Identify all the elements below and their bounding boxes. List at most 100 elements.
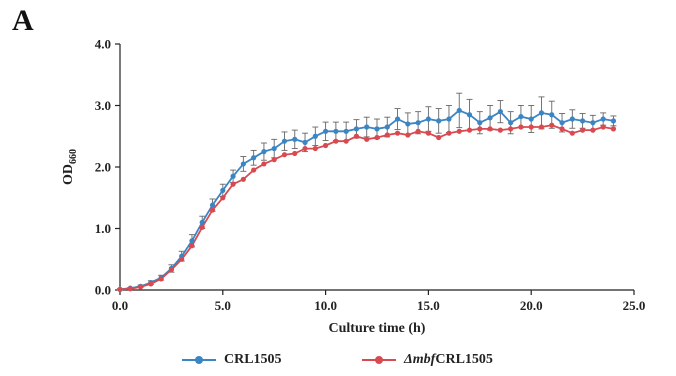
data-point-series-1 xyxy=(425,116,431,122)
data-point-series-1 xyxy=(590,120,596,126)
x-tick-label: 25.0 xyxy=(623,298,646,313)
data-point-series-2 xyxy=(518,124,524,130)
data-point-series-2 xyxy=(569,130,575,136)
data-point-series-2 xyxy=(456,128,462,134)
error-bars xyxy=(117,92,617,291)
data-point-series-2 xyxy=(436,134,442,141)
data-point-series-1 xyxy=(240,161,246,167)
data-point-series-1 xyxy=(487,115,493,121)
data-point-series-2 xyxy=(374,134,380,141)
legend-swatch-red xyxy=(362,354,396,366)
data-point-series-2 xyxy=(528,124,534,130)
data-point-series-1 xyxy=(292,136,298,142)
data-point-series-1 xyxy=(446,116,452,122)
data-point-series-2 xyxy=(559,126,565,132)
x-tick-label: 0.0 xyxy=(112,298,128,313)
data-point-series-2 xyxy=(538,124,545,130)
data-point-series-1 xyxy=(518,113,524,120)
data-point-series-2 xyxy=(508,126,514,132)
data-point-series-1 xyxy=(323,128,329,134)
data-point-series-2 xyxy=(610,126,617,132)
data-point-series-1 xyxy=(364,124,370,130)
axis-labels: OD660 Culture time (h) xyxy=(61,149,426,336)
data-point-series-2 xyxy=(580,127,586,133)
legend-swatch-blue xyxy=(182,354,216,366)
data-point-series-1 xyxy=(405,121,411,127)
data-point-series-1 xyxy=(477,120,483,126)
data-point-series-2 xyxy=(220,195,226,201)
data-point-series-1 xyxy=(261,149,267,155)
data-point-series-2 xyxy=(292,150,298,157)
legend-item-mutant: ΔmbfCRL1505 xyxy=(362,352,493,368)
data-point-series-2 xyxy=(384,132,390,138)
data-point-series-1 xyxy=(384,124,390,130)
data-point-series-2 xyxy=(487,126,493,132)
x-tick-label: 15.0 xyxy=(417,298,440,313)
data-point-series-1 xyxy=(333,128,339,134)
y-tick-label: 4.0 xyxy=(95,37,111,52)
data-point-series-2 xyxy=(261,161,267,167)
series-line-2 xyxy=(119,124,614,291)
data-point-series-1 xyxy=(353,126,360,132)
data-point-series-2 xyxy=(466,127,473,133)
data-point-series-1 xyxy=(189,238,195,244)
data-point-series-1 xyxy=(281,138,288,144)
y-tick-label: 2.0 xyxy=(95,160,111,175)
data-point-series-2 xyxy=(179,256,185,262)
data-point-series-1 xyxy=(436,118,442,124)
data-point-series-1 xyxy=(302,139,308,145)
data-point-series-2 xyxy=(415,128,421,134)
data-point-series-2 xyxy=(230,181,236,187)
data-point-series-2 xyxy=(251,167,257,173)
legend-item-crl1505: CRL1505 xyxy=(182,352,282,368)
data-point-series-1 xyxy=(466,112,473,118)
data-point-series-2 xyxy=(199,224,205,230)
data-point-series-1 xyxy=(549,112,555,118)
data-point-series-2 xyxy=(209,207,216,213)
legend-label-mutant: ΔmbfCRL1505 xyxy=(404,352,493,367)
data-point-series-2 xyxy=(497,127,503,133)
data-point-series-1 xyxy=(610,118,617,124)
data-point-series-2 xyxy=(168,267,174,273)
data-point-series-1 xyxy=(220,187,226,193)
data-point-series-2 xyxy=(333,138,339,144)
legend: CRL1505 ΔmbfCRL1505 xyxy=(0,352,676,374)
data-point-series-2 xyxy=(477,126,483,132)
data-point-series-1 xyxy=(394,116,401,122)
data-point-series-2 xyxy=(148,281,154,287)
data-point-series-2 xyxy=(271,157,277,163)
data-point-series-1 xyxy=(251,155,257,161)
data-point-series-1 xyxy=(497,109,503,115)
data-point-series-2 xyxy=(405,132,411,138)
data-point-series-1 xyxy=(559,120,565,126)
data-point-series-2 xyxy=(137,284,144,290)
data-point-series-1 xyxy=(456,107,462,114)
data-point-series-1 xyxy=(230,173,236,179)
data-point-series-2 xyxy=(425,130,431,136)
data-point-series-2 xyxy=(117,286,123,292)
data-point-series-2 xyxy=(343,138,349,144)
data-point-series-1 xyxy=(600,116,606,122)
data-point-series-1 xyxy=(538,110,545,116)
data-point-series-1 xyxy=(415,120,421,126)
data-point-series-2 xyxy=(353,133,360,139)
x-tick-label: 20.0 xyxy=(520,298,543,313)
panel-label: A xyxy=(12,4,34,37)
legend-label-crl1505: CRL1505 xyxy=(224,352,282,367)
data-point-series-1 xyxy=(508,120,514,126)
data-point-series-2 xyxy=(364,136,370,142)
x-tick-label: 5.0 xyxy=(215,298,231,313)
data-point-series-2 xyxy=(158,276,164,282)
data-point-series-1 xyxy=(528,116,534,122)
series-points xyxy=(117,107,617,292)
data-point-series-2 xyxy=(600,124,606,130)
data-point-series-1 xyxy=(343,128,349,134)
data-point-series-2 xyxy=(302,145,308,152)
data-point-series-2 xyxy=(590,127,596,133)
data-point-series-1 xyxy=(312,133,318,139)
data-point-series-2 xyxy=(549,122,555,128)
x-axis-label: Culture time (h) xyxy=(329,321,426,336)
y-tick-label: 0.0 xyxy=(95,283,111,298)
x-tick-label: 10.0 xyxy=(314,298,337,313)
data-point-series-2 xyxy=(127,286,133,292)
